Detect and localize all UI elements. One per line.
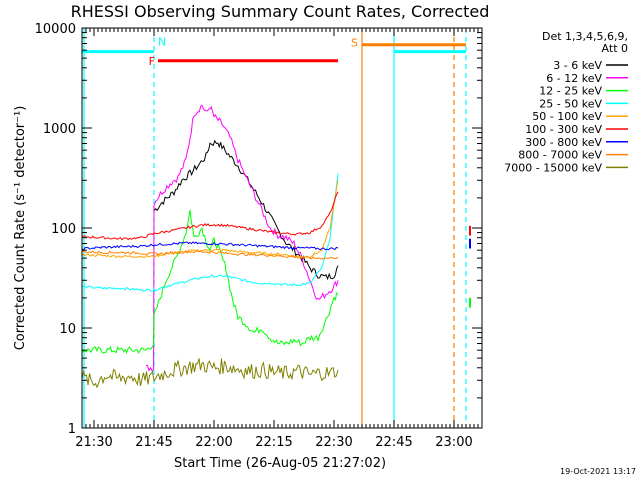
x-tick-label: 21:45 bbox=[135, 435, 172, 450]
x-tick-label: 22:30 bbox=[315, 435, 352, 450]
legend-label-6: 300 - 800 keV bbox=[525, 136, 602, 149]
series-line-4 bbox=[81, 180, 339, 259]
y-tick-label: 100 bbox=[51, 222, 76, 237]
legend-label-2: 12 - 25 keV bbox=[539, 85, 602, 98]
legend-label-8: 7000 - 15000 keV bbox=[504, 161, 602, 174]
legend-header-line-2: Att 0 bbox=[602, 42, 628, 55]
x-tick-label: 23:00 bbox=[435, 435, 472, 450]
legend-label-3: 25 - 50 keV bbox=[539, 97, 602, 110]
y-tick-label: 1 bbox=[68, 422, 76, 437]
x-tick-label: 21:30 bbox=[75, 435, 112, 450]
x-tick-label: 22:45 bbox=[375, 435, 412, 450]
y-axis-label: Corrected Count Rate (s⁻¹ detector⁻¹) bbox=[13, 106, 28, 351]
legend-label-5: 100 - 300 keV bbox=[525, 123, 602, 136]
y-axis-ticks: 1 10 100 1000 10000 bbox=[35, 22, 482, 437]
series-line-1 bbox=[145, 104, 339, 372]
chart-title: RHESSI Observing Summary Count Rates, Co… bbox=[71, 2, 490, 21]
x-axis-label: Start Time (26-Aug-05 21:27:02) bbox=[174, 456, 386, 471]
legend-header-line-1: Det 1,3,4,5,6,9, bbox=[542, 30, 628, 43]
series-line-6 bbox=[81, 241, 339, 251]
y-tick-label: 1000 bbox=[43, 122, 76, 137]
x-tick-label: 22:15 bbox=[255, 435, 292, 450]
flag-label-n-0: N bbox=[158, 36, 166, 49]
y-tick-label: 10000 bbox=[35, 22, 76, 37]
series-line-3 bbox=[81, 173, 339, 292]
flag-label-f-2: F bbox=[149, 55, 155, 68]
x-tick-label: 22:00 bbox=[195, 435, 232, 450]
y-tick-label: 10 bbox=[59, 322, 76, 337]
series-line-8 bbox=[81, 358, 339, 389]
legend-label-1: 6 - 12 keV bbox=[546, 72, 602, 85]
series-line-7 bbox=[81, 250, 339, 260]
series-line-5 bbox=[82, 191, 339, 241]
legend-label-4: 50 - 100 keV bbox=[532, 110, 602, 123]
legend-label-0: 3 - 6 keV bbox=[553, 59, 602, 72]
flag-label-s-3: S bbox=[351, 37, 358, 50]
generation-timestamp: 19-Oct-2021 13:17 bbox=[560, 467, 636, 476]
legend-label-7: 800 - 7000 keV bbox=[518, 149, 602, 162]
plot-area: NF S bbox=[81, 28, 471, 428]
series-line-2 bbox=[81, 209, 339, 355]
x-axis-ticks: 21:30 21:45 22:00 22:15 22:30 22:45 23:00 bbox=[75, 28, 483, 450]
